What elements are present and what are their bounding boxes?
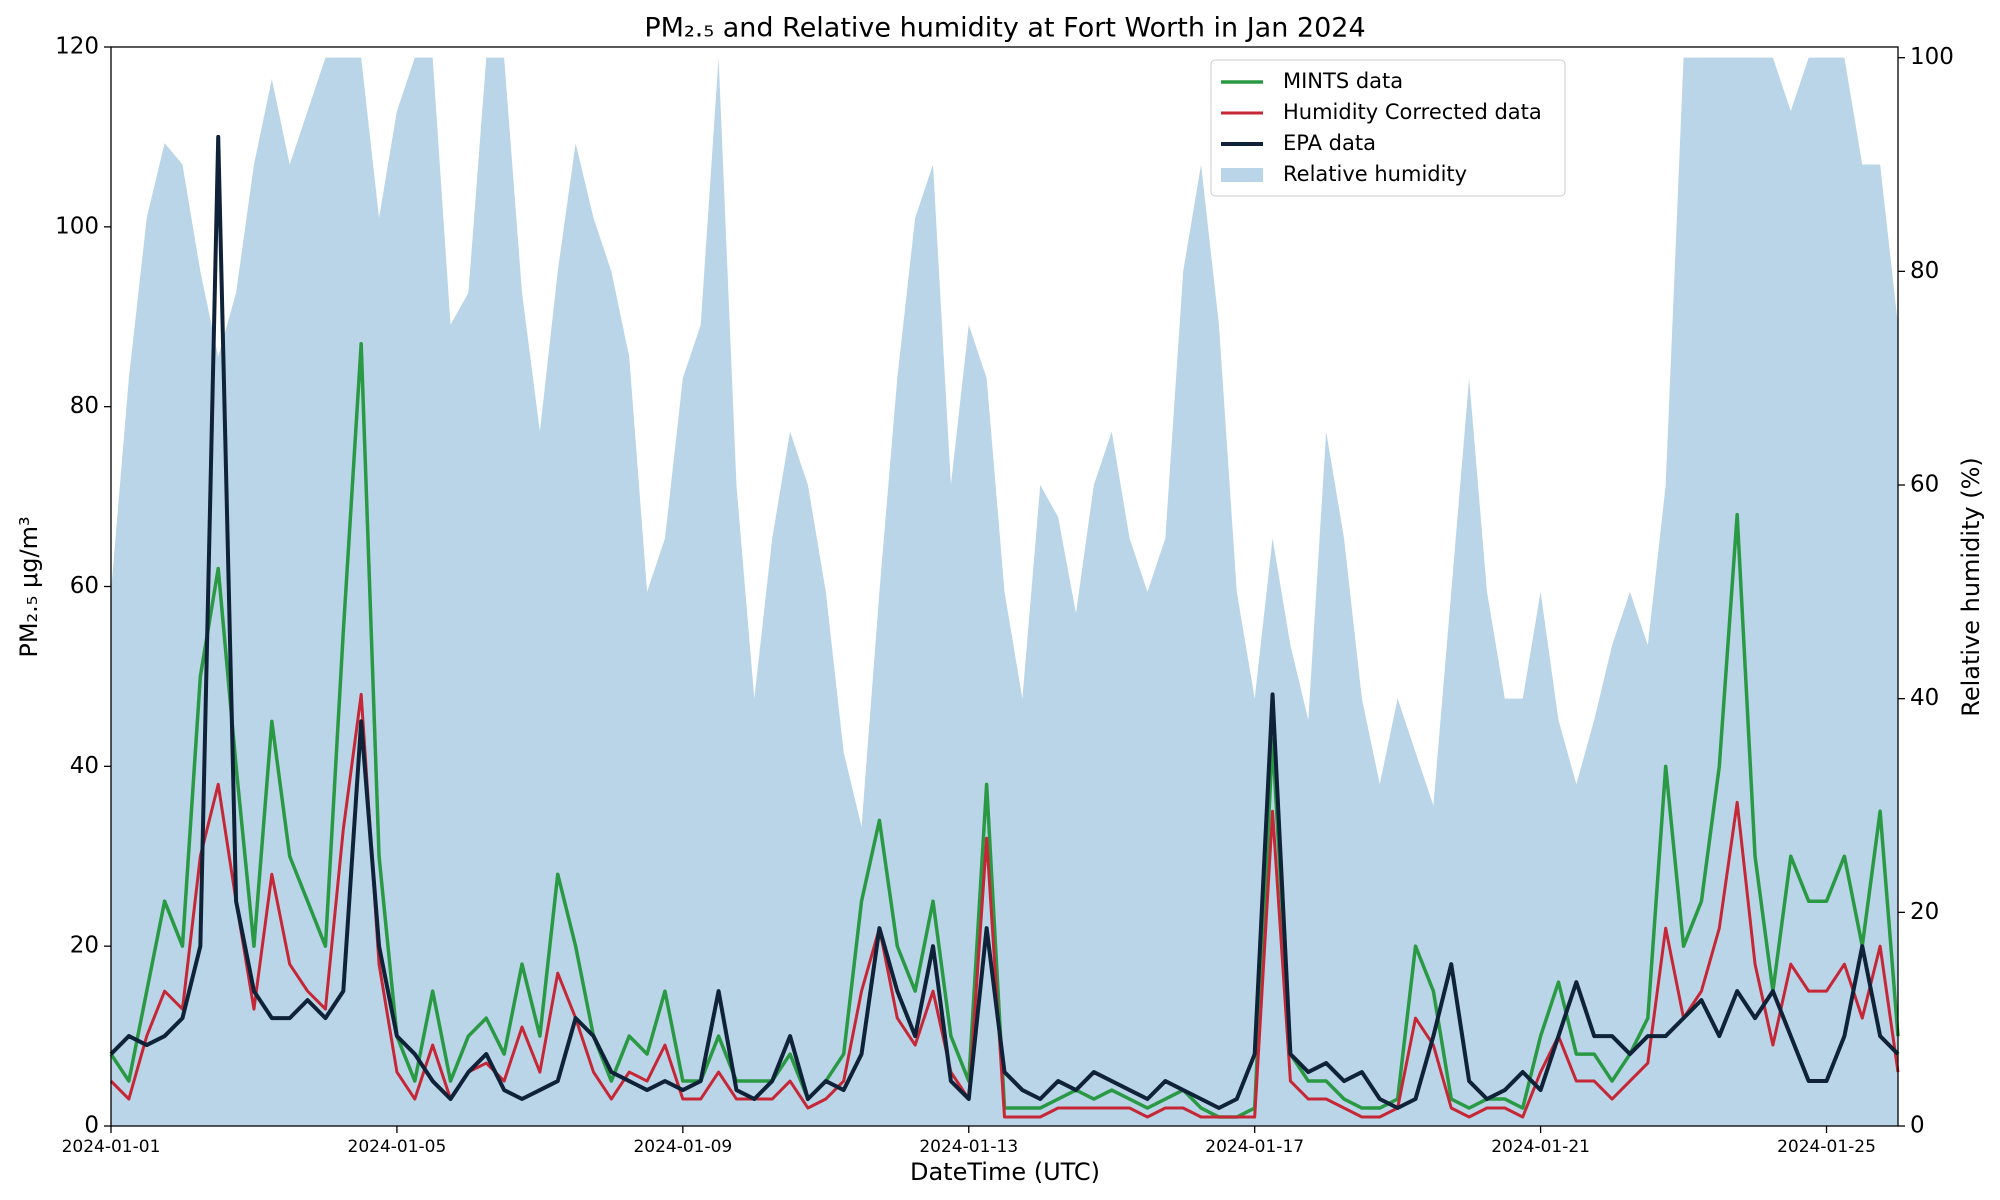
y-tick-label: 60 bbox=[70, 573, 99, 599]
x-tick-label: 2024-01-01 bbox=[62, 1137, 161, 1157]
y2-tick-label: 60 bbox=[1910, 472, 1939, 498]
chart-title: PM₂.₅ and Relative humidity at Fort Wort… bbox=[644, 13, 1365, 44]
y2-axis-label: Relative humidity (%) bbox=[1957, 457, 1985, 717]
y2-tick-label: 40 bbox=[1910, 685, 1939, 711]
legend-label: MINTS data bbox=[1283, 69, 1403, 93]
y-tick-label: 80 bbox=[70, 393, 99, 419]
x-tick-label: 2024-01-05 bbox=[348, 1137, 447, 1157]
y2-tick-label: 0 bbox=[1910, 1113, 1925, 1139]
x-tick-label: 2024-01-09 bbox=[633, 1137, 732, 1157]
legend-label: Humidity Corrected data bbox=[1283, 100, 1542, 124]
y-tick-label: 100 bbox=[55, 213, 99, 239]
y-tick-label: 0 bbox=[84, 1113, 99, 1139]
x-tick-label: 2024-01-21 bbox=[1491, 1137, 1590, 1157]
y2-tick-label: 100 bbox=[1910, 44, 1954, 70]
data-line bbox=[109, 692, 1900, 1119]
x-tick-label: 2024-01-25 bbox=[1777, 1137, 1876, 1157]
legend-label: EPA data bbox=[1283, 131, 1376, 155]
y2-tick-label: 80 bbox=[1910, 258, 1939, 284]
x-tick-label: 2024-01-17 bbox=[1205, 1137, 1304, 1157]
legend-swatch bbox=[1221, 168, 1263, 182]
plot-area bbox=[109, 57, 1900, 1127]
x-axis-label: DateTime (UTC) bbox=[910, 1158, 1100, 1186]
y-axis-label: PM₂.₅ μg/m³ bbox=[15, 516, 43, 657]
y-tick-label: 20 bbox=[70, 933, 99, 959]
x-tick-label: 2024-01-13 bbox=[919, 1137, 1018, 1157]
humidity-area bbox=[111, 57, 1898, 1127]
y2-tick-label: 20 bbox=[1910, 899, 1939, 925]
y-tick-label: 40 bbox=[70, 753, 99, 779]
data-line bbox=[109, 134, 1900, 1111]
legend-box bbox=[1210, 59, 1566, 197]
legend-label: Relative humidity bbox=[1283, 162, 1467, 186]
y-tick-label: 120 bbox=[55, 34, 99, 60]
